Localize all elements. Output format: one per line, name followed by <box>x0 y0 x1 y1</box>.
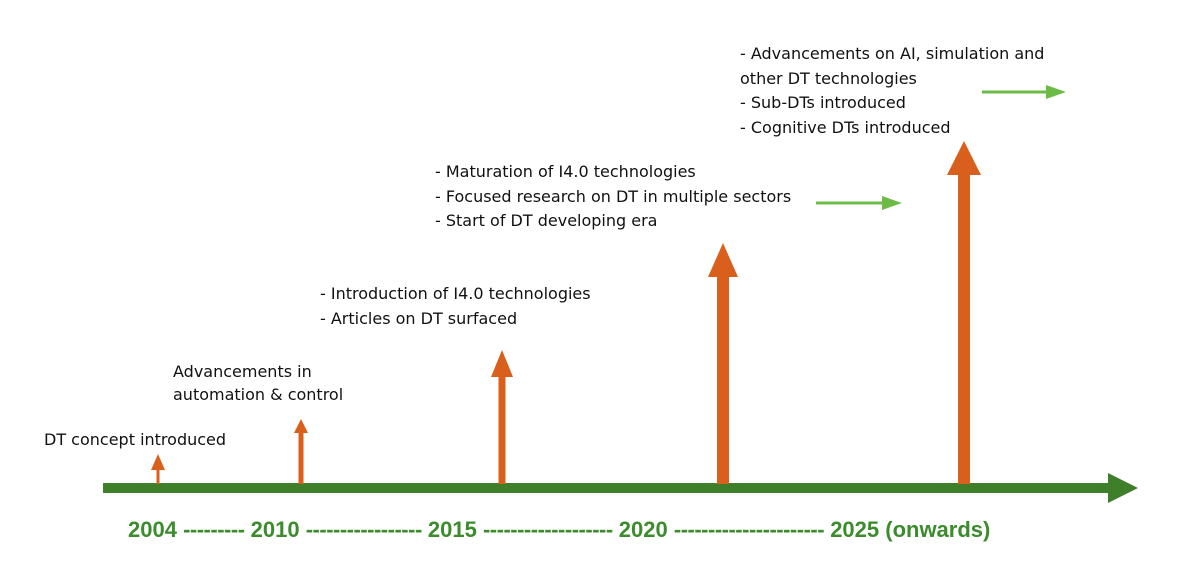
note-2020-line-3: - Start of DT developing era <box>435 211 658 230</box>
milestone-arrow-2004 <box>151 454 165 484</box>
year-label-2004: 2004 <box>128 517 177 542</box>
note-2025-line-1: - Advancements on AI, simulation and <box>740 44 1045 63</box>
trend-arrow-2020 <box>816 196 902 210</box>
note-2004: DT concept introduced <box>44 428 226 451</box>
milestone-arrow-2015 <box>491 350 513 484</box>
trend-arrow-2025 <box>982 85 1066 99</box>
note-2025-line-4: - Cognitive DTs introduced <box>740 117 951 137</box>
year-axis-labels: 2004 --------- 2010 ----------------- 20… <box>128 517 990 543</box>
year-label-2010: 2010 <box>250 517 300 542</box>
note-2020: - Maturation of I4.0 technologies - Focu… <box>435 160 791 234</box>
timeline-axis-arrow <box>103 473 1138 503</box>
note-2015-line-1: - Introduction of I4.0 technologies <box>320 284 591 303</box>
note-2015: - Introduction of I4.0 technologies - Ar… <box>320 282 591 331</box>
year-label-2015: 2015 <box>427 517 477 542</box>
milestone-arrow-2020 <box>708 243 738 484</box>
note-2020-line-1: - Maturation of I4.0 technologies <box>435 162 696 181</box>
separator-4: ---------------------- <box>673 517 825 542</box>
note-2025-line-3: - Sub-DTs introduced <box>740 93 906 112</box>
separator-2: ----------------- <box>305 517 423 542</box>
note-2020-line-2: - Focused research on DT in multiple sec… <box>435 186 792 206</box>
note-2025-line-2: other DT technologies <box>740 68 917 88</box>
year-label-2025: 2025 (onwards) <box>830 517 991 542</box>
note-2015-line-2: - Articles on DT surfaced <box>320 308 518 328</box>
note-2010: Advancements in automation & control <box>173 360 343 406</box>
note-2010-line-1: Advancements in <box>173 362 312 381</box>
milestone-arrow-2025 <box>947 141 981 484</box>
milestone-arrow-2010 <box>294 419 308 484</box>
note-2004-line-1: DT concept introduced <box>44 430 227 449</box>
separator-1: --------- <box>183 517 245 542</box>
note-2025: - Advancements on AI, simulation and oth… <box>740 42 1044 140</box>
separator-3: ------------------- <box>482 517 613 542</box>
note-2010-line-2: automation & control <box>173 385 344 404</box>
year-label-2020: 2020 <box>618 517 668 542</box>
